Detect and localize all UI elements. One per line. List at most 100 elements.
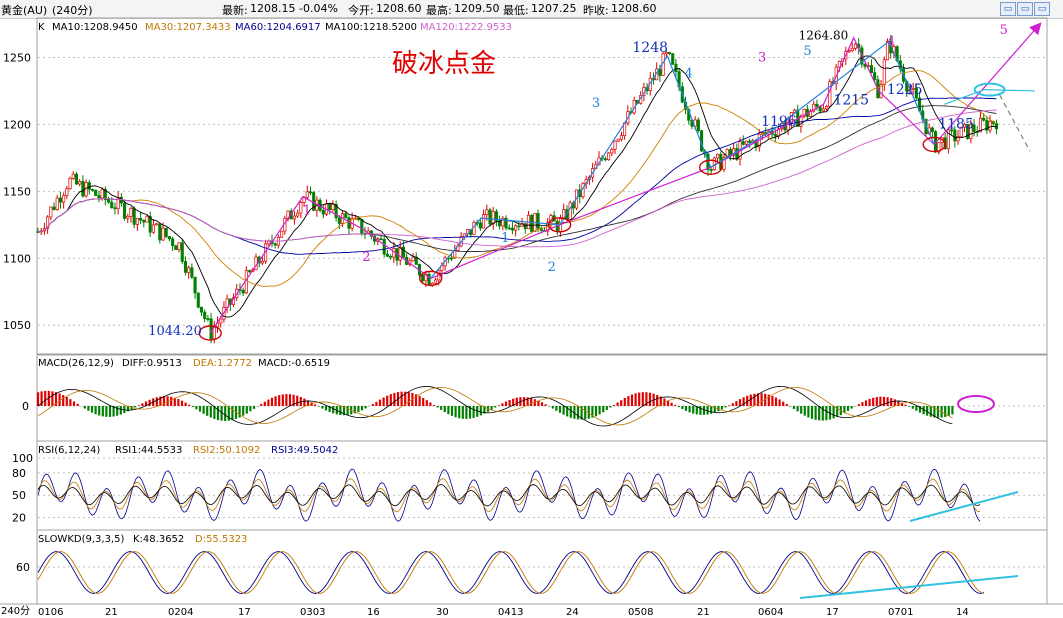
candle-body [741,141,745,145]
candle-body [994,123,999,130]
candle-body [46,216,50,229]
candle-body [978,117,983,133]
candle-body [292,215,296,220]
instrument-name: 黄金(AU) [1,4,48,17]
y-tick-1150: 1150 [3,185,31,198]
candle-body [946,129,950,149]
level-1185-label: 1185 [938,117,974,133]
candle-body [873,72,877,81]
candle-body [132,208,136,225]
candle-body [321,209,325,215]
candle-body [171,238,175,247]
ma100-legend: MA100:1218.5200 [325,22,417,33]
candle-body [78,181,82,185]
candle-body [187,267,191,273]
high-value: 1209.50 [454,2,500,15]
candle-body [81,181,85,197]
x-tick-0204: 0204 [168,607,193,618]
prev-close-label: 昨收: [583,4,609,17]
magenta-wave-1-label: 1 [303,204,311,219]
ma120-line [37,109,997,248]
ma60-line [37,97,997,255]
candle-body [802,108,806,117]
candle-body [491,211,495,225]
kd-d-line [37,551,985,594]
candle-body [494,211,498,222]
candle-body [248,270,252,273]
candle-body [982,117,986,121]
candle-body [357,217,361,220]
candle-body [280,230,284,238]
candle-body [139,218,143,221]
candle-body [610,149,614,154]
macd-zero-label: 0 [22,400,29,413]
candle-body [94,189,98,196]
candle-body [449,257,454,260]
candle-body [273,243,277,246]
candle-body [966,123,970,139]
candle-body [712,157,716,170]
candle-body [748,140,752,143]
magenta-wave-3-label: 3 [758,51,766,66]
candle-body [151,224,155,233]
candle-body [536,213,540,229]
macd-panel-frame [36,354,1048,442]
candle-body [106,199,111,203]
macd-legend-name: MACD(26,12,9) [38,358,114,369]
candle-body [74,173,79,185]
y-tick-1050: 1050 [3,319,31,332]
kd-legend-name: SLOWKD(9,3,3,5) [38,534,124,545]
candle-body [530,214,534,232]
candle-body [167,236,171,240]
change-value: -0.04% [299,2,338,15]
candle-body [334,203,338,219]
kd-trend-line [799,575,1019,599]
candle-body [514,225,518,231]
candle-body [142,219,146,223]
minimize-window-icon[interactable]: ▭ [1017,2,1033,16]
candle-body [619,135,623,140]
restore-window-icon[interactable]: ▭ [1000,2,1016,16]
candle-body [716,153,720,159]
candle-body [482,214,486,229]
top-info-bar: 黄金(AU) (240分) 最新: 1208.15 -0.04% 今开: 120… [0,0,1063,19]
ma10-legend: MA10:1208.9450 [52,22,138,33]
magenta-wave-2-label: 2 [362,250,370,265]
candle-body [382,239,386,255]
candle-body [972,124,976,132]
candle-body [164,227,168,237]
candle-body [882,59,886,85]
candle-body [962,123,966,128]
candle-body [792,109,797,113]
macd-dea-line [37,386,953,426]
candle-body [773,133,777,137]
ma60-legend: MA60:1204.6917 [235,22,321,33]
y-tick-1250: 1250 [3,51,31,64]
prev-close-value: 1208.60 [611,2,657,15]
x-tick-0303: 0303 [300,607,325,618]
candle-body [62,195,66,203]
candle-body [985,119,989,131]
rsi1-line [37,484,981,507]
ma30-legend: MA30:1207.3433 [145,22,231,33]
maximize-window-icon[interactable]: ▭ [1034,2,1050,16]
candle-body [206,318,210,320]
candle-body [260,260,264,264]
rsi-legend-1: RSI1:44.5533 [115,445,182,456]
candle-body [732,148,736,156]
x-tick-17: 17 [238,607,251,618]
candle-body [911,88,915,90]
y-tick-1200: 1200 [3,118,31,131]
main-legend-k: K [38,22,45,33]
candle-body [203,311,207,319]
candle-body [988,120,992,131]
candle-body [58,197,62,203]
x-tick-24: 24 [566,607,579,618]
candle-body [177,242,181,250]
candle-body [930,127,934,132]
candle-body [969,124,973,139]
candle-body [937,142,941,153]
blue-wave-2-label: 2 [548,260,556,275]
ma10-line [37,55,997,318]
cyan-target-line [944,89,1035,105]
